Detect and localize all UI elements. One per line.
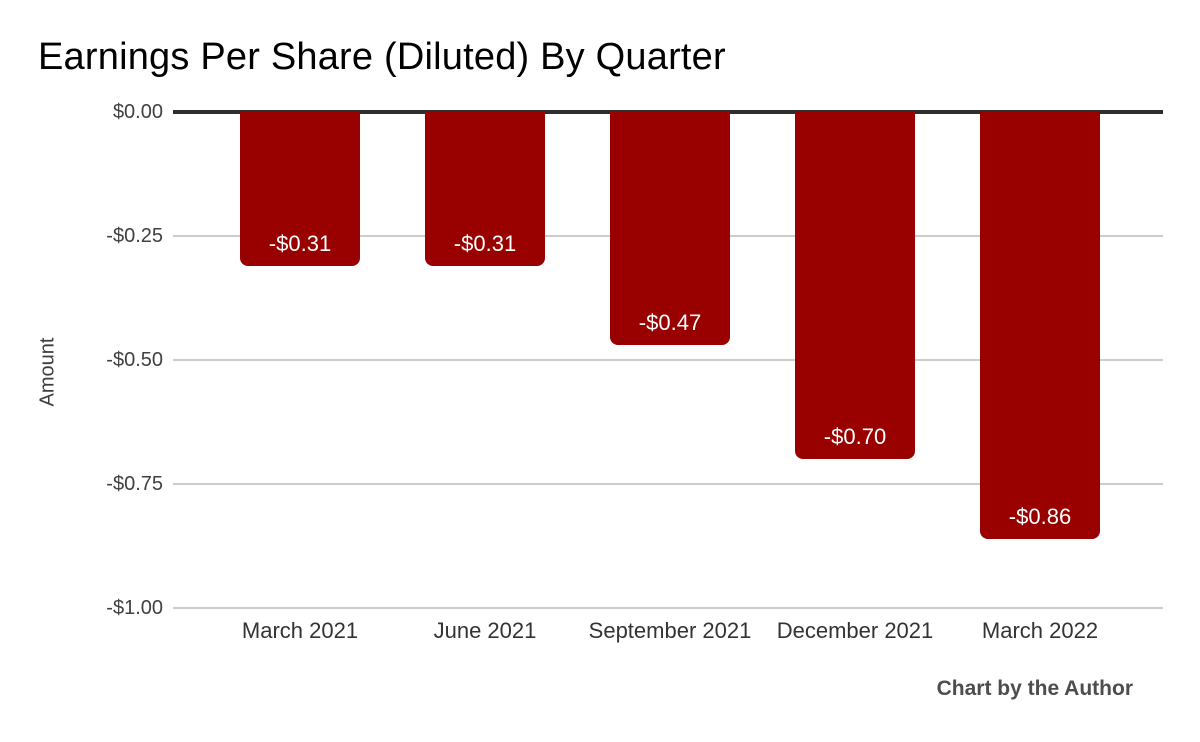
chart-title: Earnings Per Share (Diluted) By Quarter bbox=[38, 36, 726, 78]
y-axis-tick-label: -$1.00 bbox=[106, 597, 163, 619]
gridline bbox=[173, 359, 1163, 361]
bar-june-2021: -$0.31 bbox=[425, 112, 545, 266]
x-axis-tick-label: June 2021 bbox=[433, 618, 537, 643]
y-axis-tick-label: -$0.50 bbox=[106, 349, 163, 371]
y-axis-tick-label: -$0.25 bbox=[106, 225, 163, 247]
y-axis-tick-label: $0.00 bbox=[112, 101, 163, 123]
gridline bbox=[173, 483, 1163, 485]
bar-value-label: -$0.70 bbox=[823, 424, 887, 449]
bar-value-label: -$0.86 bbox=[1008, 504, 1072, 529]
x-axis-tick-label: March 2022 bbox=[981, 618, 1099, 643]
bar-value-label: -$0.47 bbox=[638, 310, 702, 335]
x-axis-tick-label: September 2021 bbox=[588, 618, 752, 643]
bar-value-label: -$0.31 bbox=[453, 231, 517, 256]
x-axis-tick-label: March 2021 bbox=[241, 618, 359, 643]
bar-december-2021: -$0.70 bbox=[795, 112, 915, 459]
x-axis-tick-label: December 2021 bbox=[776, 618, 934, 643]
bar-march-2021: -$0.31 bbox=[240, 112, 360, 266]
bar-september-2021: -$0.47 bbox=[610, 112, 730, 345]
y-axis-tick-label: -$0.75 bbox=[106, 473, 163, 495]
bar-value-label: -$0.31 bbox=[268, 231, 332, 256]
chart-credit: Chart by the Author bbox=[936, 677, 1133, 700]
gridline bbox=[173, 607, 1163, 609]
bar-march-2022: -$0.86 bbox=[980, 112, 1100, 539]
